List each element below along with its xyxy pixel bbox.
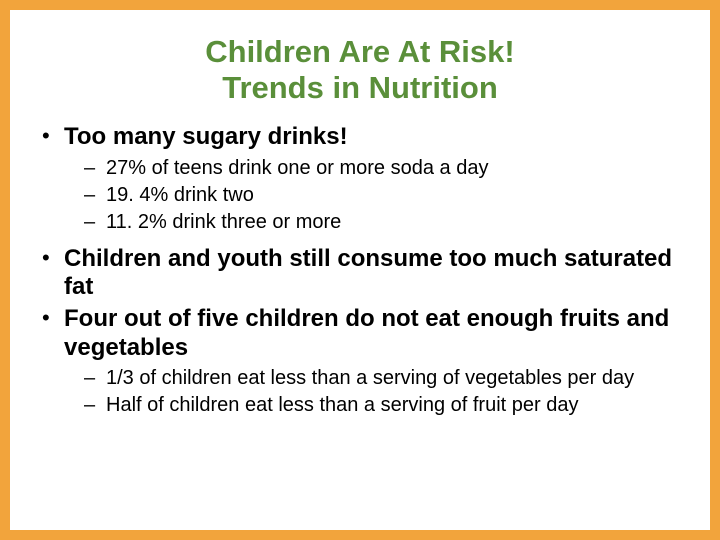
main-bullet-text: Four out of five children do not eat eno… [64,305,669,360]
sub-bullet: Half of children eat less than a serving… [64,393,682,418]
title-line-2: Trends in Nutrition [38,70,682,106]
main-bullet: Too many sugary drinks! 27% of teens dri… [38,123,682,234]
sub-bullet-list: 27% of teens drink one or more soda a da… [64,156,682,235]
slide-title: Children Are At Risk! Trends in Nutritio… [38,34,682,105]
main-bullet-list: Too many sugary drinks! 27% of teens dri… [38,123,682,418]
sub-bullet: 11. 2% drink three or more [64,210,682,235]
sub-bullet: 1/3 of children eat less than a serving … [64,366,682,391]
sub-bullet: 27% of teens drink one or more soda a da… [64,156,682,181]
main-bullet-text: Children and youth still consume too muc… [64,245,672,300]
sub-bullet: 19. 4% drink two [64,183,682,208]
sub-bullet-list: 1/3 of children eat less than a serving … [64,366,682,418]
main-bullet-text: Too many sugary drinks! [64,123,348,150]
main-bullet: Children and youth still consume too muc… [38,245,682,302]
slide-border: Children Are At Risk! Trends in Nutritio… [0,0,720,540]
slide-content: Children Are At Risk! Trends in Nutritio… [10,10,710,530]
main-bullet: Four out of five children do not eat eno… [38,305,682,418]
title-line-1: Children Are At Risk! [38,34,682,70]
